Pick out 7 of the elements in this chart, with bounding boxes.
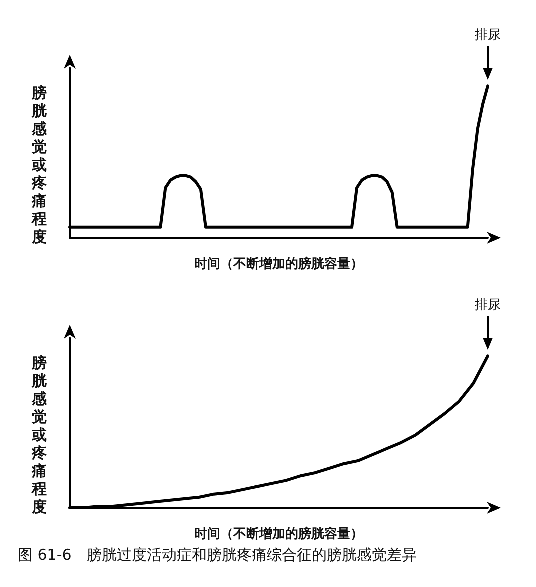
text: 膀胱感觉或疼痛程度 <box>32 84 47 246</box>
caption: 图 61-6 膀胱过度活动症和膀胱疼痛综合征的膀胱感觉差异 <box>18 546 417 565</box>
text: 排尿 <box>474 297 502 314</box>
x-axis-title: 时间（不断增加的膀胱容量） <box>194 526 364 542</box>
x-axis-title: 时间（不断增加的膀胱容量） <box>194 256 364 272</box>
text: 膀胱感觉或疼痛程度 <box>32 354 47 516</box>
text: 排尿 <box>474 27 502 44</box>
